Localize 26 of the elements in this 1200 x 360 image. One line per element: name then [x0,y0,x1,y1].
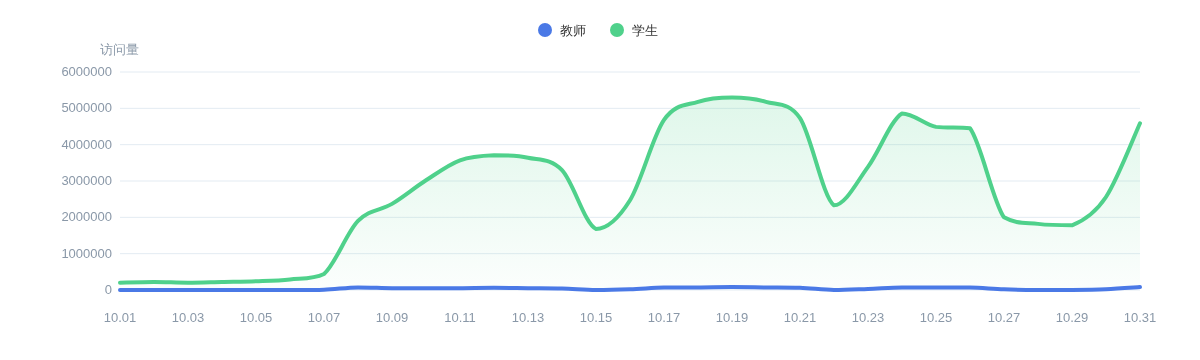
y-axis-title: 访问量 [100,42,139,57]
y-tick-label: 0 [104,282,112,297]
y-tick-label: 1000000 [61,245,112,261]
legend-label: 教师 [560,23,586,38]
x-tick-label: 10.03 [171,310,205,325]
x-tick-label: 10.13 [511,310,545,325]
x-tick-label: 10.05 [239,310,273,325]
x-tick-label: 10.07 [307,310,341,325]
x-tick-label: 10.21 [783,310,817,325]
y-tick-label: 6000000 [61,64,112,79]
y-tick-label: 3000000 [61,173,112,188]
x-tick-label: 10.11 [444,310,476,325]
x-tick-label: 10.19 [715,310,749,325]
legend-label: 学生 [632,23,658,38]
y-tick-label: 2000000 [61,209,112,225]
x-tick-label: 10.23 [851,310,885,325]
x-tick-label: 10.27 [987,310,1021,325]
x-tick-label: 10.09 [375,310,409,325]
y-tick-label: 5000000 [61,100,112,116]
y-tick-label: 4000000 [61,136,112,152]
x-tick-label: 10.01 [103,310,137,325]
x-tick-label: 10.17 [647,310,681,325]
x-tick-label: 10.15 [579,310,613,325]
x-tick-label: 10.29 [1055,310,1089,325]
x-tick-label: 10.25 [919,310,953,325]
x-tick-label: 10.31 [1123,310,1157,325]
